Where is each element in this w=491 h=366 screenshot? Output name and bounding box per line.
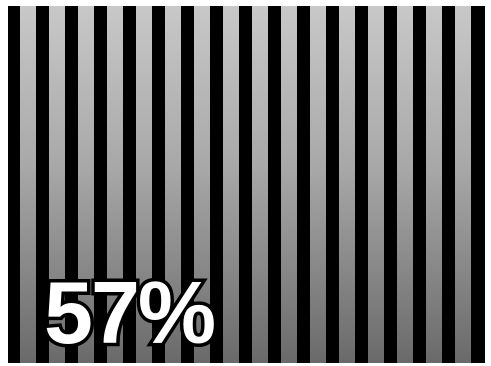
stripe (165, 6, 181, 363)
stripe (310, 6, 326, 363)
stripe (455, 6, 471, 363)
stripe (281, 6, 297, 363)
stripe (194, 6, 210, 363)
stripe (368, 6, 384, 363)
stripe (49, 6, 65, 363)
stripe (78, 6, 94, 363)
percent-label: 57% (40, 263, 219, 362)
stripe-pattern (14, 6, 485, 363)
stripe (223, 6, 239, 363)
stripe (339, 6, 355, 363)
stripe (136, 6, 152, 363)
stripe (397, 6, 413, 363)
stripe (20, 6, 36, 363)
stripe (252, 6, 268, 363)
stripe (107, 6, 123, 363)
stripe (426, 6, 442, 363)
game-screen: 57% (8, 6, 485, 363)
